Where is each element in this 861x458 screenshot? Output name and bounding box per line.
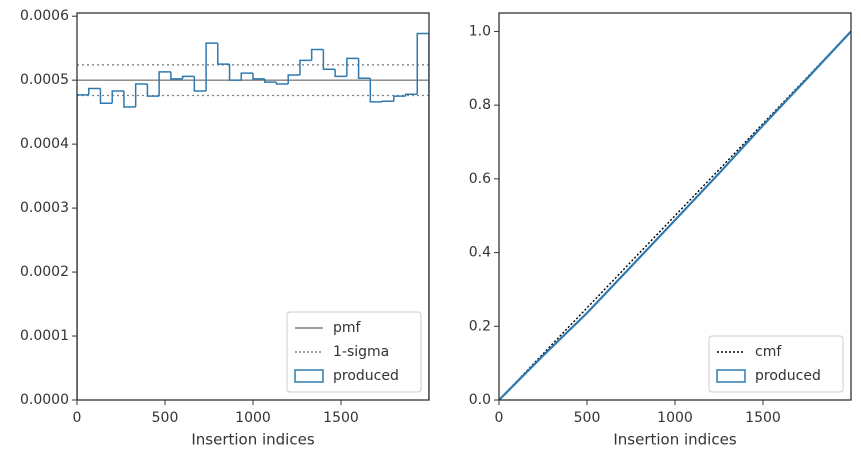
x-tick-label: 0 <box>73 410 82 426</box>
y-tick-label: 0.0 <box>469 392 491 408</box>
legend-swatch <box>716 369 746 383</box>
legend-box <box>286 311 422 393</box>
histogram-step <box>346 57 359 77</box>
x-axis-label: Insertion indices <box>613 431 736 449</box>
histogram-step <box>404 93 418 97</box>
histogram-step <box>334 69 347 78</box>
histogram-step <box>275 82 289 85</box>
y-tick-label: 0.0006 <box>20 8 69 24</box>
x-axis-label: Insertion indices <box>191 431 314 449</box>
axes-frame <box>76 12 430 401</box>
legend-label: 1-sigma <box>333 344 389 360</box>
histogram-step <box>134 83 148 108</box>
legend-label: produced <box>333 368 399 384</box>
histogram-step <box>393 95 406 102</box>
plot-area <box>499 30 851 400</box>
histogram-step <box>205 42 218 92</box>
series-line <box>499 30 851 400</box>
legend-swatch <box>294 369 324 383</box>
y-tick-label: 0.8 <box>469 97 491 113</box>
y-tick-label: 0.6 <box>469 171 491 187</box>
legend-box <box>708 335 844 393</box>
histogram-step <box>287 74 300 85</box>
x-tick-label: 500 <box>574 410 601 426</box>
plot-area <box>77 32 429 400</box>
y-tick-label: 0.0003 <box>20 200 69 216</box>
histogram-step <box>181 75 195 79</box>
y-tick-label: 1.0 <box>469 23 491 39</box>
histogram-step <box>322 49 336 71</box>
histogram-step <box>381 100 394 103</box>
x-tick-label: 1500 <box>745 410 781 426</box>
y-tick-label: 0.4 <box>469 245 491 261</box>
histogram-step <box>77 94 89 400</box>
histogram-step <box>99 88 113 104</box>
x-tick-label: 1500 <box>323 410 359 426</box>
legend-label: cmf <box>755 344 782 360</box>
histogram-step <box>228 64 242 81</box>
y-tick-label: 0.0002 <box>20 264 69 280</box>
histogram-step <box>252 73 265 80</box>
y-tick-label: 0.0000 <box>20 392 69 408</box>
x-tick-label: 1000 <box>657 410 693 426</box>
histogram-step <box>416 32 429 400</box>
x-tick-label: 500 <box>152 410 179 426</box>
y-tick-label: 0.0001 <box>20 328 69 344</box>
histogram-step <box>193 76 207 92</box>
axes-frame <box>498 12 852 401</box>
legend-label: produced <box>755 368 821 384</box>
histogram-step <box>240 72 253 81</box>
histogram-step <box>87 87 101 95</box>
y-tick-label: 0.2 <box>469 318 491 334</box>
histogram-step <box>369 78 383 103</box>
y-tick-label: 0.0004 <box>20 136 69 152</box>
x-tick-label: 1000 <box>235 410 271 426</box>
y-tick-label: 0.0005 <box>20 72 69 88</box>
histogram-step <box>310 48 324 61</box>
histogram-step <box>357 58 371 79</box>
histogram-step <box>263 78 277 83</box>
histogram-step <box>158 71 171 97</box>
histogram-step <box>299 59 312 76</box>
x-tick-label: 0 <box>495 410 504 426</box>
histogram-step <box>146 84 160 97</box>
histogram-step <box>170 71 183 80</box>
histogram-step <box>217 43 230 65</box>
histogram-step <box>123 91 136 108</box>
histogram-step <box>111 90 124 104</box>
legend-label: pmf <box>333 320 362 336</box>
